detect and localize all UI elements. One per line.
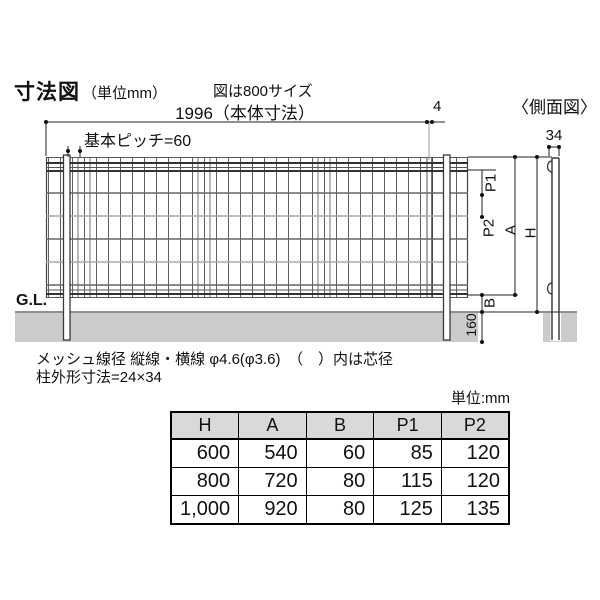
note-mesh-wire: メッシュ線径 縦線・横線 φ4.6(φ3.6) （ ）内は芯径 — [36, 351, 393, 368]
cell-h: 600 — [170, 438, 240, 468]
dim-a-label: A — [502, 224, 520, 236]
cell-b: 60 — [305, 438, 375, 468]
cell-h: 800 — [170, 467, 240, 496]
cell-a: 720 — [238, 467, 307, 496]
dim-embed-depth-label: 160 — [463, 313, 479, 337]
dimension-dots — [44, 120, 561, 344]
table-unit-label: 単位:mm — [450, 390, 510, 407]
mesh-panel — [45, 157, 469, 298]
col-header-p1: P1 — [373, 411, 442, 440]
title-unit-suffix: （単位mm） — [82, 85, 167, 102]
left-post — [62, 154, 71, 341]
cell-a: 540 — [238, 438, 307, 468]
ground — [15, 313, 577, 342]
dim-h-label: H — [522, 227, 540, 239]
cell-b: 80 — [305, 467, 375, 496]
note-post-size: 柱外形寸法=24×34 — [36, 369, 162, 386]
spec-table-header-row: H A B P1 P2 — [170, 411, 510, 440]
ground-level-label: G.L. — [16, 292, 48, 309]
side-view-post — [546, 157, 561, 341]
col-header-h: H — [170, 411, 240, 440]
cell-p2: 135 — [440, 495, 510, 525]
cell-a: 920 — [238, 495, 307, 525]
size-note: 図は800サイズ — [213, 83, 313, 100]
col-header-p2: P2 — [440, 411, 510, 440]
cell-b: 80 — [305, 495, 375, 525]
table-row: 600 540 60 85 120 — [170, 438, 510, 468]
cell-p1: 115 — [373, 467, 442, 496]
dim-p1-label: P1 — [482, 173, 500, 193]
right-post — [442, 154, 451, 341]
dim-post-depth: 34 — [545, 127, 563, 144]
side-view-title: 〈側面図〉 — [512, 98, 597, 117]
cell-p2: 120 — [440, 467, 510, 496]
table-row: 800 720 80 115 120 — [170, 467, 510, 496]
cell-h: 1,000 — [170, 495, 240, 525]
col-header-b: B — [305, 411, 375, 440]
dim-basic-pitch: 基本ピッチ=60 — [84, 133, 192, 150]
dim-p2-label: P2 — [480, 218, 498, 238]
dim-b-label: B — [481, 297, 499, 309]
dim-overall-width: 1996（本体寸法） — [175, 104, 315, 123]
cell-p2: 120 — [440, 438, 510, 468]
cell-p1: 85 — [373, 438, 442, 468]
spec-table: H A B P1 P2 600 540 60 85 120 800 720 80… — [170, 411, 510, 525]
page-title: 寸法図 — [14, 81, 80, 104]
dim-top-gap: 4 — [433, 98, 442, 115]
col-header-a: A — [238, 411, 307, 440]
cell-p1: 125 — [373, 495, 442, 525]
table-row: 1,000 920 80 125 135 — [170, 495, 510, 525]
